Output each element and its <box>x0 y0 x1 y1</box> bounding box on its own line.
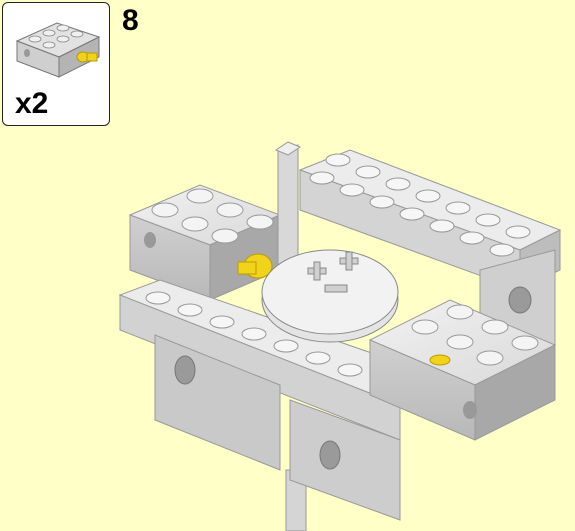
parts-callout: x2 <box>2 2 110 126</box>
step-number: 8 <box>122 4 139 37</box>
quantity-label: x2 <box>15 87 49 120</box>
brick-2x3-with-pin-icon <box>15 22 101 78</box>
